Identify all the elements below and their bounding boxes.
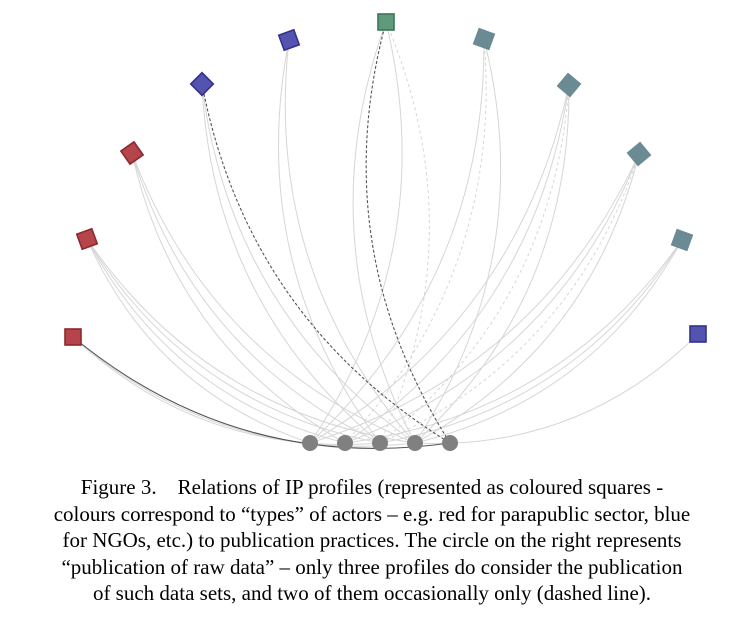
caption-line-3: for NGOs, etc.) to publication practices… xyxy=(62,528,682,552)
profile-square-p4 xyxy=(189,71,215,97)
edge-p8-c3 xyxy=(379,84,570,444)
edge-p6-c4 xyxy=(352,21,416,444)
profile-square-p1 xyxy=(64,328,82,346)
caption-line-2: colours correspond to “types” of actors … xyxy=(53,501,691,526)
practice-nodes-layer xyxy=(302,435,458,451)
edge-p9-c3 xyxy=(379,153,640,444)
edge-p8-c1 xyxy=(309,84,570,444)
edges-layer xyxy=(72,21,699,449)
profile-square-p10 xyxy=(670,228,694,252)
edge-p5-c3 xyxy=(277,39,381,444)
network-diagram xyxy=(64,13,707,451)
edge-p11-c4 xyxy=(414,333,699,444)
profile-square-p8 xyxy=(556,72,582,98)
practice-node-c1 xyxy=(302,435,318,451)
caption-line-4: “publication of raw data” – only three p… xyxy=(61,554,683,579)
caption-line-1: Figure 3. Relations of IP profiles (repr… xyxy=(80,475,664,499)
practice-node-raw-data xyxy=(442,435,458,451)
edge-p6-c1 xyxy=(309,21,403,444)
edge-p5-c4 xyxy=(284,39,416,444)
edge-p1-c5 xyxy=(72,336,451,449)
edge-p2-c2 xyxy=(86,238,346,444)
edge-p8-c4 xyxy=(414,84,570,444)
edge-p7-c4 xyxy=(414,38,502,444)
profile-square-p3 xyxy=(119,140,145,166)
profile-nodes-layer xyxy=(64,13,707,346)
practice-node-c3 xyxy=(372,435,388,451)
edge-p2-c1 xyxy=(86,238,311,444)
profile-square-p2 xyxy=(75,227,99,251)
profile-square-p11 xyxy=(689,325,707,343)
caption-line-5: of such data sets, and two of them occas… xyxy=(92,581,652,605)
edge-p7-c2 xyxy=(344,38,487,444)
edge-p10-c3 xyxy=(379,239,683,444)
edge-p3-c3 xyxy=(131,152,381,444)
edge-p4-c4 xyxy=(201,83,416,444)
profile-square-p5 xyxy=(277,28,301,52)
edge-p4-c3 xyxy=(201,83,381,444)
edge-p6-c5 xyxy=(365,21,451,444)
edge-p3-c4 xyxy=(131,152,416,444)
edge-p8-c2 xyxy=(344,84,570,444)
edge-p10-c2 xyxy=(344,239,683,444)
edge-p2-c4 xyxy=(86,238,416,444)
profile-square-p6 xyxy=(377,13,395,31)
edge-p9-c1 xyxy=(309,153,640,444)
edge-p6-c3 xyxy=(379,21,430,444)
edge-p1-c3 xyxy=(72,336,381,446)
profile-square-p7 xyxy=(472,27,496,51)
edge-p4-c5 xyxy=(201,83,451,444)
edge-p1-c4 xyxy=(72,336,416,447)
practice-node-c2 xyxy=(337,435,353,451)
edge-p9-c2 xyxy=(344,153,640,444)
profile-square-p9 xyxy=(626,141,652,167)
edge-p2-c3 xyxy=(86,238,381,444)
practice-node-c4 xyxy=(407,435,423,451)
figure-caption: Figure 3. Relations of IP profiles (repr… xyxy=(0,474,744,607)
edge-p3-c2 xyxy=(131,152,346,444)
edge-p7-c1 xyxy=(309,38,485,444)
edge-p10-c4 xyxy=(414,239,683,444)
